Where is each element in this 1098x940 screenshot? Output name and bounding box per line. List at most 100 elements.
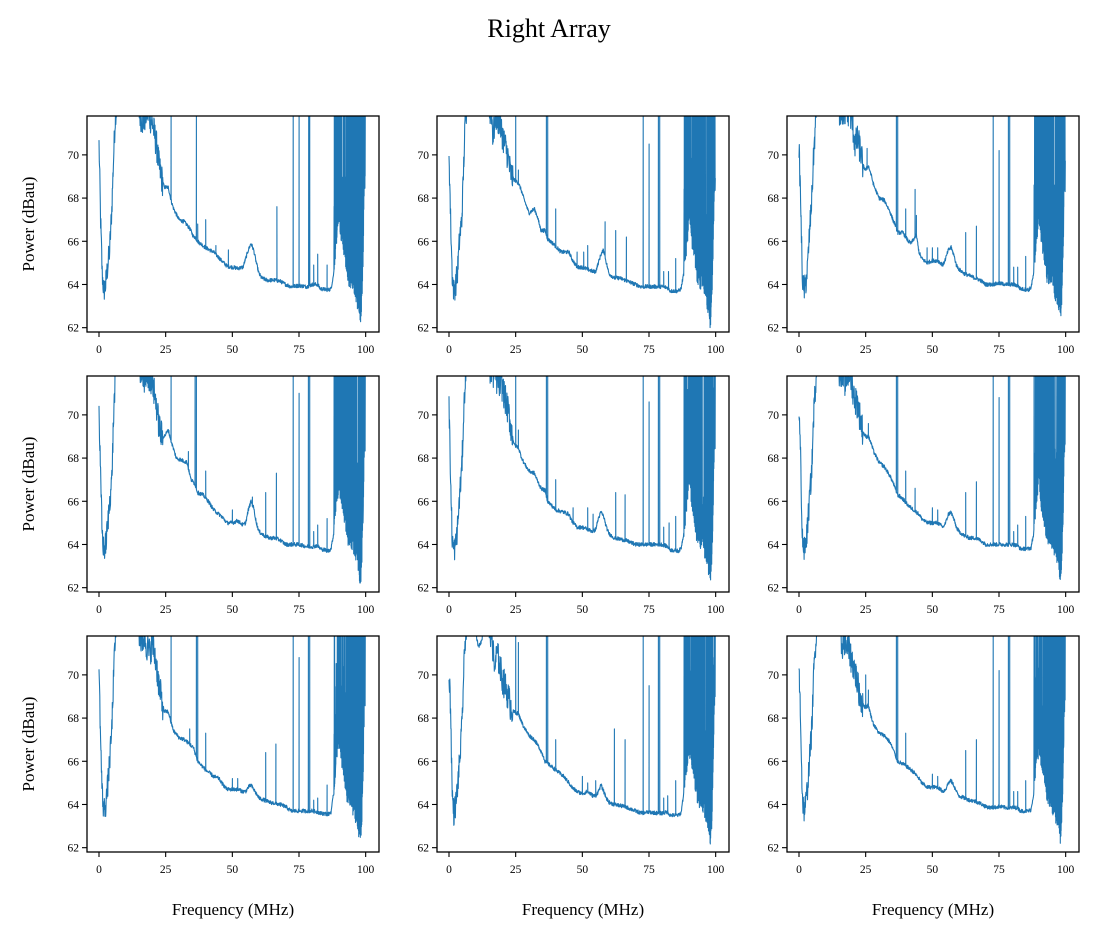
x-tick-label: 25 (860, 344, 872, 356)
y-tick-label: 62 (418, 583, 430, 595)
y-tick-label: 70 (68, 150, 80, 162)
x-tick-label: 100 (707, 604, 725, 616)
y-tick-label: 70 (68, 670, 80, 682)
x-tick-label: 25 (860, 604, 872, 616)
x-tick-label: 75 (643, 344, 655, 356)
x-tick-label: 100 (357, 344, 375, 356)
y-tick-label: 64 (768, 539, 780, 551)
panel-1-2: 0 25 50 75 100 62 64 66 68 70 (418, 115, 730, 356)
axes-frame (436, 635, 730, 853)
y-tick-label: 68 (768, 713, 780, 725)
x-axis-label: Frequency (MHz) (522, 900, 644, 919)
y-tick-label: 62 (768, 323, 780, 335)
x-tick-label: 0 (796, 604, 802, 616)
y-axis-label: Power (dBau) (19, 437, 38, 532)
panel-3-3: 0 25 50 75 100 62 64 66 68 70 Frequency (MHz) (768, 635, 1080, 919)
y-tick-label: 70 (768, 150, 780, 162)
y-tick-label: 64 (68, 279, 80, 291)
x-tick-label: 25 (860, 864, 872, 876)
x-tick-label: 25 (510, 864, 522, 876)
y-tick-label: 64 (418, 279, 430, 291)
x-tick-label: 100 (1057, 344, 1075, 356)
y-tick-label: 68 (68, 713, 80, 725)
x-tick-label: 50 (577, 344, 589, 356)
y-tick-label: 64 (768, 279, 780, 291)
spectrum-line (448, 636, 716, 845)
spectrum-line (798, 116, 1066, 317)
y-tick-label: 66 (418, 236, 430, 248)
x-tick-label: 0 (796, 864, 802, 876)
y-tick-label: 68 (768, 453, 780, 465)
x-tick-label: 50 (927, 344, 939, 356)
y-tick-label: 68 (768, 193, 780, 205)
spectrum-line (448, 116, 716, 329)
x-tick-label: 0 (96, 864, 102, 876)
x-tick-label: 75 (993, 604, 1005, 616)
x-axis-label: Frequency (MHz) (872, 900, 994, 919)
y-tick-label: 66 (768, 756, 780, 768)
axes-frame (86, 115, 380, 333)
y-tick-label: 70 (768, 670, 780, 682)
y-tick-label: 70 (768, 410, 780, 422)
y-tick-label: 66 (418, 756, 430, 768)
y-tick-label: 68 (418, 713, 430, 725)
y-tick-label: 62 (68, 583, 80, 595)
x-tick-label: 0 (796, 344, 802, 356)
y-tick-label: 66 (68, 236, 80, 248)
x-tick-label: 75 (993, 344, 1005, 356)
x-tick-label: 75 (293, 864, 305, 876)
x-tick-label: 0 (96, 344, 102, 356)
axes-frame (436, 115, 730, 333)
y-tick-label: 66 (768, 496, 780, 508)
axes-frame (86, 635, 380, 853)
figure-title: Right Array (487, 14, 611, 43)
x-tick-label: 25 (160, 344, 172, 356)
x-tick-label: 25 (160, 864, 172, 876)
axes-frame (786, 115, 1080, 333)
y-tick-label: 66 (68, 756, 80, 768)
x-tick-label: 25 (510, 344, 522, 356)
x-tick-label: 0 (446, 864, 452, 876)
y-tick-label: 64 (418, 799, 430, 811)
spectrum-line (448, 376, 716, 581)
spectrum-line (98, 116, 366, 323)
x-tick-label: 75 (293, 344, 305, 356)
y-tick-label: 70 (418, 410, 430, 422)
x-tick-label: 50 (927, 604, 939, 616)
panel-3-1: 0 25 50 75 100 62 64 66 68 70 Power (dBau) Frequenc… (19, 635, 380, 919)
axes-frame (86, 375, 380, 593)
x-tick-label: 75 (293, 604, 305, 616)
x-tick-label: 25 (160, 604, 172, 616)
x-tick-label: 75 (643, 604, 655, 616)
x-tick-label: 50 (927, 864, 939, 876)
x-tick-label: 50 (227, 864, 239, 876)
y-tick-label: 70 (68, 410, 80, 422)
x-tick-label: 0 (446, 344, 452, 356)
y-tick-label: 66 (68, 496, 80, 508)
panel-1-3: 0 25 50 75 100 62 64 66 68 70 (768, 115, 1080, 356)
y-axis-label: Power (dBau) (19, 697, 38, 792)
panel-2-1: 0 25 50 75 100 62 64 66 68 70 Power (dBau) (19, 375, 380, 616)
x-axis-label: Frequency (MHz) (172, 900, 294, 919)
y-tick-label: 64 (418, 539, 430, 551)
x-tick-label: 50 (227, 344, 239, 356)
x-tick-label: 100 (1057, 604, 1075, 616)
x-tick-label: 50 (577, 864, 589, 876)
x-tick-label: 100 (707, 344, 725, 356)
spectrum-line (98, 636, 366, 838)
y-tick-label: 68 (418, 453, 430, 465)
y-tick-label: 62 (418, 843, 430, 855)
x-tick-label: 0 (446, 604, 452, 616)
x-tick-label: 75 (643, 864, 655, 876)
y-tick-label: 70 (418, 150, 430, 162)
y-tick-label: 62 (68, 843, 80, 855)
y-tick-label: 70 (418, 670, 430, 682)
axes-frame (786, 375, 1080, 593)
y-tick-label: 62 (68, 323, 80, 335)
y-tick-label: 68 (418, 193, 430, 205)
y-tick-label: 68 (68, 193, 80, 205)
y-tick-label: 64 (68, 799, 80, 811)
x-tick-label: 75 (993, 864, 1005, 876)
y-tick-label: 68 (68, 453, 80, 465)
